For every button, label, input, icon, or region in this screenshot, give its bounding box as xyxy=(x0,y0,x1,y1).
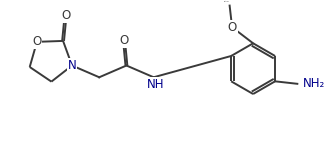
Text: NH: NH xyxy=(146,78,164,91)
Text: O: O xyxy=(32,35,42,48)
Text: O: O xyxy=(61,9,70,22)
Text: O: O xyxy=(227,21,237,34)
Text: O: O xyxy=(119,34,128,47)
Text: NH₂: NH₂ xyxy=(303,77,325,90)
Text: N: N xyxy=(68,59,76,72)
Text: Methoxy: Methoxy xyxy=(223,1,229,2)
